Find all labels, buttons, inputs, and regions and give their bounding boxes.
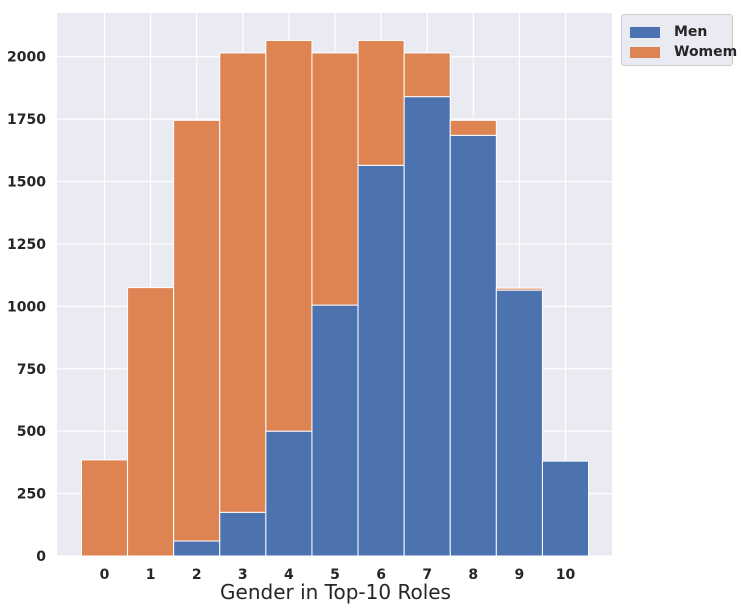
legend: Men Womem (621, 14, 737, 66)
bar-womem-6 (357, 39, 405, 166)
x-tick-label: 0 (100, 567, 110, 583)
x-tick-labels: 0 1 2 3 4 5 6 7 8 9 10 (100, 567, 576, 583)
bar-womem-2 (173, 119, 221, 542)
x-tick-label: 1 (146, 567, 156, 583)
x-tick-label: 10 (556, 567, 576, 583)
bar-men-6 (357, 164, 405, 557)
y-tick-label: 1500 (7, 175, 46, 191)
bar-womem-8 (449, 119, 497, 136)
legend-swatch-womem (630, 46, 660, 58)
y-tick-labels: 0 250 500 750 1000 1250 1500 1750 2000 (7, 50, 46, 565)
bar-men-4 (265, 430, 313, 557)
bar-womem-3 (219, 52, 267, 513)
bar-men-3 (219, 511, 267, 557)
x-tick-label: 2 (192, 567, 202, 583)
legend-swatch-men (630, 26, 660, 38)
legend-label-womem: Womem (674, 44, 738, 60)
bar-womem-5 (311, 52, 359, 306)
y-tick-label: 1000 (7, 299, 46, 315)
y-tick-label: 750 (17, 362, 46, 378)
legend-item-womem: Womem (630, 43, 737, 61)
bars (80, 39, 590, 557)
y-tick-label: 250 (17, 487, 46, 503)
bar-men-2 (173, 540, 221, 557)
x-tick-label: 4 (284, 567, 294, 583)
bar-men-8 (449, 134, 497, 557)
bar-men-7 (403, 96, 451, 557)
legend-label-men: Men (674, 24, 708, 40)
bar-men-5 (311, 304, 359, 557)
bar-womem-9 (495, 287, 543, 291)
legend-item-men: Men (630, 23, 707, 41)
bar-womem-7 (403, 52, 451, 98)
x-tick-label: 8 (468, 567, 478, 583)
bar-womem-4 (265, 39, 313, 432)
x-axis-label: Gender in Top-10 Roles (220, 580, 451, 604)
x-tick-label: 6 (376, 567, 386, 583)
x-tick-label: 5 (330, 567, 340, 583)
y-tick-label: 2000 (7, 50, 46, 66)
x-tick-label: 9 (515, 567, 525, 583)
x-tick-label: 3 (238, 567, 248, 583)
y-tick-label: 1750 (7, 112, 46, 128)
y-tick-label: 1250 (7, 237, 46, 253)
bar-men-10 (541, 460, 590, 557)
y-tick-label: 0 (36, 549, 46, 565)
bar-womem-1 (127, 287, 175, 557)
y-tick-label: 500 (17, 424, 46, 440)
x-tick-label: 7 (422, 567, 432, 583)
bar-men-9 (495, 289, 543, 557)
bar-womem-0 (80, 459, 129, 557)
